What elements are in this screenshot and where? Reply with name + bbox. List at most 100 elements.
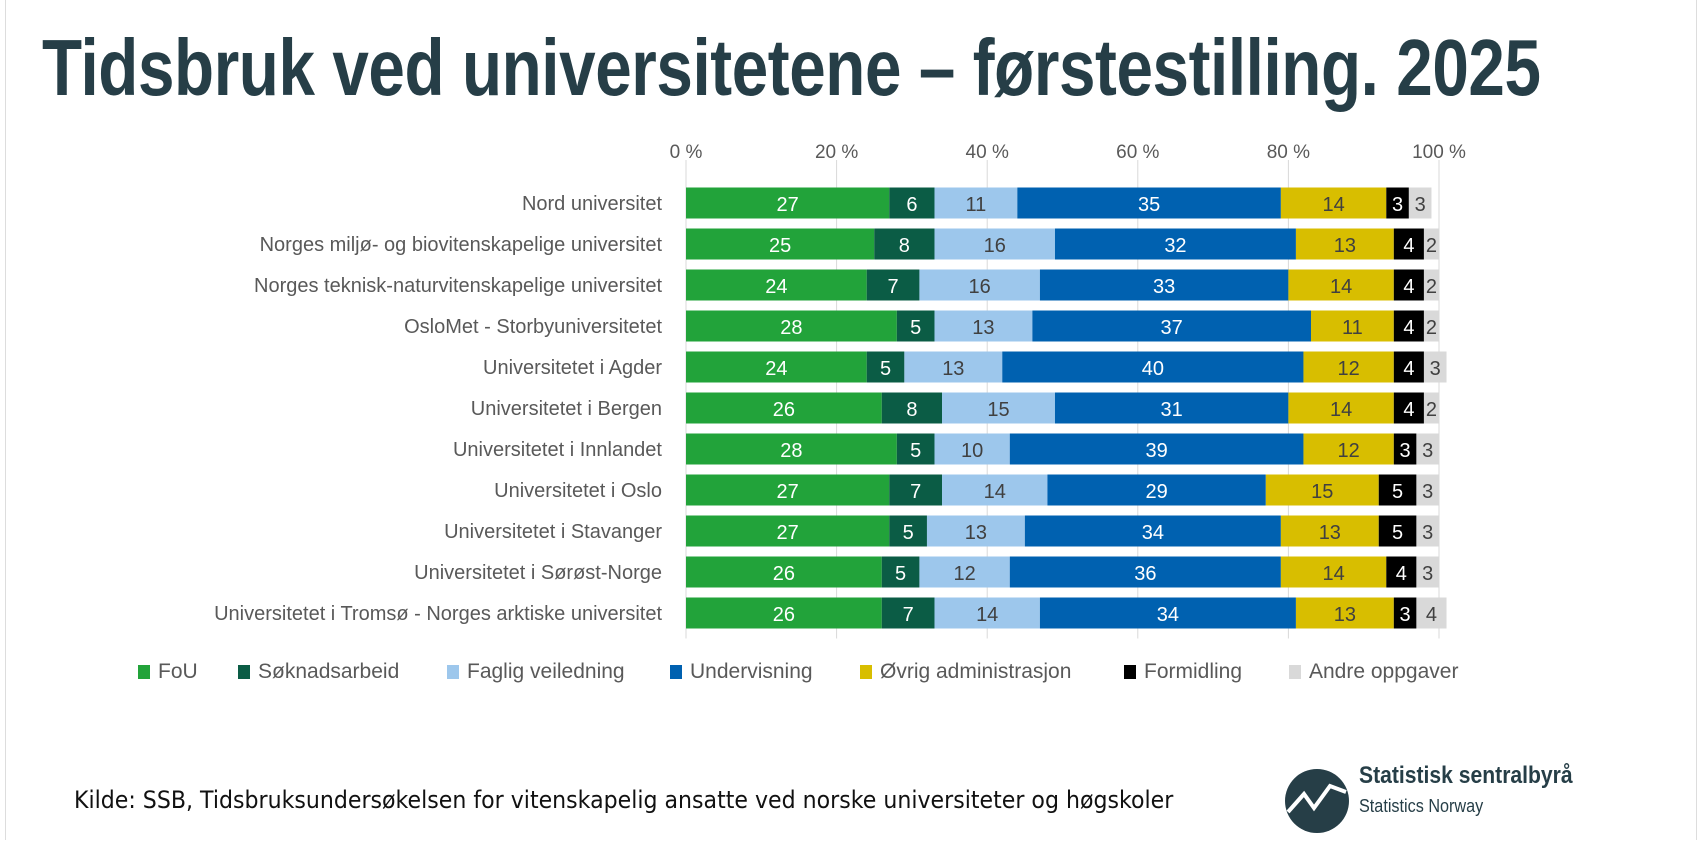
bar-segment	[1393, 310, 1424, 342]
data-label: 25	[769, 235, 791, 257]
data-label: 3	[1415, 194, 1426, 216]
bar-segment	[889, 515, 927, 547]
data-label: 5	[880, 358, 891, 380]
bar-segment	[1295, 597, 1394, 629]
bar-segment	[1393, 433, 1417, 465]
bar-segment	[1303, 351, 1394, 383]
data-label: 12	[1338, 358, 1360, 380]
data-label: 26	[773, 399, 795, 421]
bar-segment	[1423, 351, 1447, 383]
data-label: 5	[903, 522, 914, 544]
bar-segment	[926, 515, 1025, 547]
bar-segment	[896, 310, 935, 342]
bar-segment	[1393, 351, 1424, 383]
bar-segment	[1032, 310, 1311, 342]
bar-segment	[1002, 351, 1304, 383]
bar-segment	[686, 515, 890, 547]
data-label: 5	[910, 440, 921, 462]
data-label: 3	[1422, 522, 1433, 544]
ssb-logo-icon	[1285, 769, 1349, 833]
bar-segment	[934, 228, 1055, 260]
bar-segment	[1378, 474, 1417, 506]
bar-segment	[1416, 433, 1439, 465]
data-label: 32	[1164, 235, 1186, 257]
bar-segment	[1423, 228, 1439, 260]
legend-label: Faglig veiledning	[467, 660, 625, 683]
data-label: 2	[1426, 235, 1437, 257]
bar-segment	[1295, 228, 1394, 260]
data-label: 33	[1153, 276, 1175, 298]
data-label: 8	[899, 235, 910, 257]
category-label: Universitetet i Bergen	[471, 398, 662, 420]
bar-segment	[1378, 515, 1417, 547]
category-label: Universitetet i Tromsø - Norges arktiske…	[214, 603, 662, 625]
bar-segment	[934, 310, 1033, 342]
slide-frame	[5, 0, 1697, 840]
bar-segment	[1416, 474, 1439, 506]
bar-segment	[874, 228, 935, 260]
data-label: 5	[895, 563, 906, 585]
data-label: 14	[984, 481, 1006, 503]
data-label: 4	[1403, 317, 1414, 339]
bar-segment	[942, 474, 1048, 506]
category-label: Norges teknisk-naturvitenskapelige unive…	[254, 275, 662, 297]
data-label: 6	[906, 194, 917, 216]
bar-segment	[1408, 187, 1432, 219]
data-label: 4	[1403, 358, 1414, 380]
data-label: 27	[777, 522, 799, 544]
legend-swatch	[670, 665, 682, 679]
category-label: Universitetet i Stavanger	[444, 521, 662, 543]
bar-segment	[1009, 556, 1281, 588]
data-label: 2	[1426, 399, 1437, 421]
bar-segment	[1393, 269, 1424, 301]
bar-segment	[1386, 556, 1417, 588]
data-label: 5	[1392, 522, 1403, 544]
bar-segment	[686, 556, 882, 588]
bar-segment	[881, 556, 920, 588]
data-label: 14	[1322, 194, 1344, 216]
bar-segment	[934, 597, 1040, 629]
data-label: 4	[1403, 235, 1414, 257]
x-tick-label: 80 %	[1267, 142, 1310, 163]
bar-segment	[686, 392, 882, 424]
bar-segment	[881, 392, 943, 424]
data-label: 3	[1422, 481, 1433, 503]
chart-title: Tidsbruk ved universitetene – førstestil…	[42, 23, 1541, 112]
x-tick-label: 60 %	[1116, 142, 1159, 163]
data-label: 3	[1422, 563, 1433, 585]
bar-segment	[934, 433, 1010, 465]
bar-segment	[1393, 228, 1424, 260]
data-label: 8	[906, 399, 917, 421]
category-label: Universitetet i Agder	[483, 357, 662, 379]
data-label: 28	[780, 440, 802, 462]
bar-segment	[686, 187, 890, 219]
bar-segment	[1280, 515, 1379, 547]
data-label: 35	[1138, 194, 1160, 216]
data-label: 29	[1146, 481, 1168, 503]
data-label: 24	[765, 276, 787, 298]
data-label: 3	[1392, 194, 1403, 216]
data-label: 24	[765, 358, 787, 380]
legend-swatch	[860, 665, 872, 679]
data-label: 7	[888, 276, 899, 298]
bar-segment	[1265, 474, 1379, 506]
category-label: Nord universitet	[522, 193, 663, 215]
category-label: Universitetet i Oslo	[494, 480, 662, 502]
data-label: 34	[1142, 522, 1164, 544]
legend-label: Undervisning	[690, 660, 813, 683]
data-label: 13	[1334, 604, 1356, 626]
data-label: 31	[1161, 399, 1183, 421]
data-label: 13	[965, 522, 987, 544]
data-label: 7	[903, 604, 914, 626]
bar-segment	[866, 351, 905, 383]
legend-swatch	[138, 665, 150, 679]
bar-segment	[686, 310, 897, 342]
data-label: 3	[1422, 440, 1433, 462]
bar-segment	[686, 269, 867, 301]
bar-segment	[686, 351, 867, 383]
legend-label: Formidling	[1144, 660, 1242, 683]
legend-label: Andre oppgaver	[1309, 660, 1458, 683]
legend-label: Søknadsarbeid	[258, 660, 399, 683]
data-label: 14	[976, 604, 998, 626]
bar-segment	[1423, 310, 1439, 342]
